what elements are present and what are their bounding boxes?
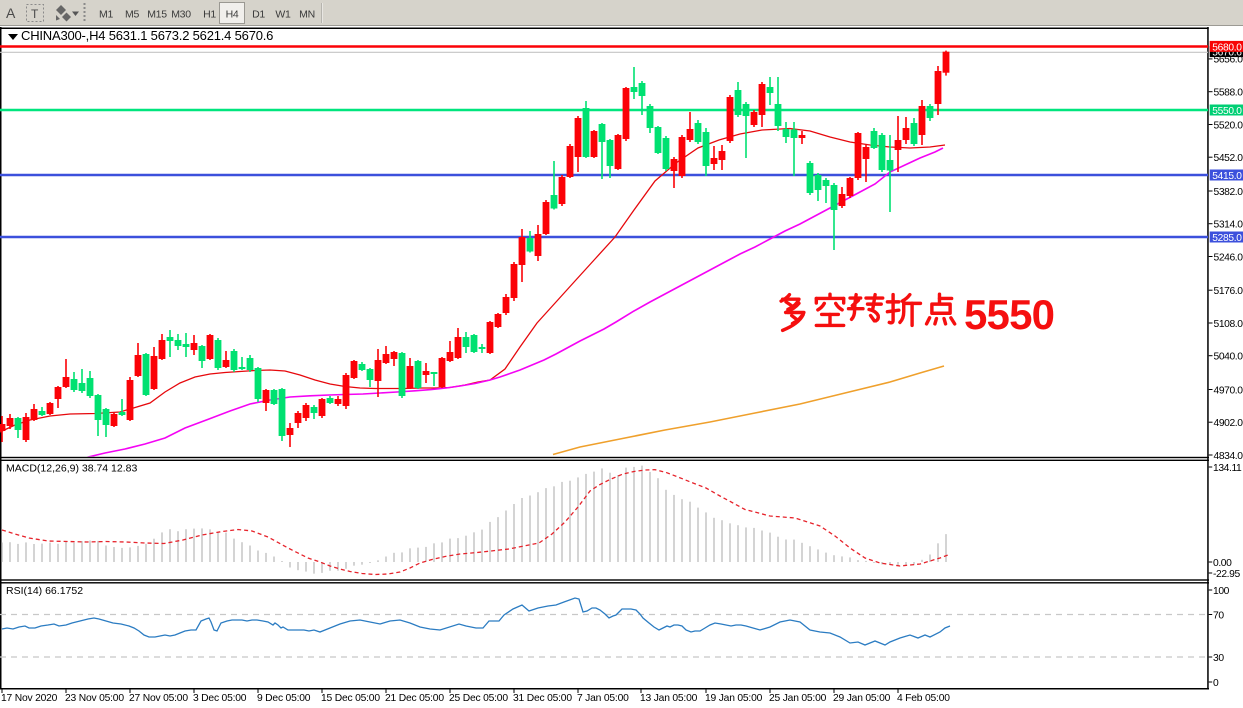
svg-text:19 Jan 05:00: 19 Jan 05:00: [705, 693, 763, 704]
svg-text:3 Dec 05:00: 3 Dec 05:00: [193, 693, 247, 704]
svg-text:31 Dec 05:00: 31 Dec 05:00: [513, 693, 572, 704]
svg-text:23 Nov 05:00: 23 Nov 05:00: [65, 693, 124, 704]
svg-text:5680.0: 5680.0: [1212, 42, 1242, 53]
svg-text:5246.0: 5246.0: [1214, 252, 1243, 263]
svg-text:5550: 5550: [964, 291, 1054, 338]
svg-text:9 Dec 05:00: 9 Dec 05:00: [257, 693, 311, 704]
svg-text:D1: D1: [252, 9, 265, 21]
svg-text:15 Dec 05:00: 15 Dec 05:00: [321, 693, 380, 704]
svg-text:H4: H4: [226, 9, 239, 21]
svg-text:5382.0: 5382.0: [1214, 187, 1243, 198]
svg-text:RSI(14) 66.1752: RSI(14) 66.1752: [6, 585, 83, 597]
svg-text:4834.0: 4834.0: [1214, 451, 1243, 462]
svg-text:A: A: [6, 5, 16, 21]
svg-text:5452.0: 5452.0: [1214, 153, 1243, 164]
svg-text:29 Jan 05:00: 29 Jan 05:00: [833, 693, 891, 704]
svg-text:5520.0: 5520.0: [1214, 120, 1243, 131]
svg-text:27 Nov 05:00: 27 Nov 05:00: [129, 693, 188, 704]
svg-text:M15: M15: [147, 9, 167, 21]
svg-text:70: 70: [1213, 610, 1224, 621]
svg-text:W1: W1: [275, 9, 291, 21]
svg-text:134.11: 134.11: [1213, 463, 1242, 474]
svg-text:CHINA300-,H4 5631.1 5673.2 56: CHINA300-,H4 5631.1 5673.2 5621.4 5670.6: [21, 28, 273, 43]
svg-text:5108.0: 5108.0: [1214, 319, 1243, 330]
svg-text:5656.0: 5656.0: [1214, 55, 1243, 66]
svg-text:25 Jan 05:00: 25 Jan 05:00: [769, 693, 827, 704]
svg-text:17 Nov 2020: 17 Nov 2020: [1, 693, 58, 704]
svg-text:M30: M30: [171, 9, 191, 21]
svg-text:MN: MN: [299, 9, 315, 21]
svg-text:5314.0: 5314.0: [1214, 220, 1243, 231]
svg-text:25 Dec 05:00: 25 Dec 05:00: [449, 693, 508, 704]
svg-text:T: T: [31, 7, 39, 21]
svg-text:7 Jan 05:00: 7 Jan 05:00: [577, 693, 629, 704]
svg-text:4 Feb 05:00: 4 Feb 05:00: [897, 693, 950, 704]
svg-text:MACD(12,26,9) 38.74 12.83: MACD(12,26,9) 38.74 12.83: [6, 463, 137, 475]
svg-text:0.00: 0.00: [1213, 558, 1232, 569]
svg-text:5670.6: 5670.6: [1212, 48, 1242, 59]
svg-text:4902.0: 4902.0: [1214, 418, 1243, 429]
svg-text:21 Dec 05:00: 21 Dec 05:00: [385, 693, 444, 704]
svg-text:5588.0: 5588.0: [1214, 88, 1243, 99]
svg-text:-22.95: -22.95: [1213, 569, 1240, 580]
svg-text:0: 0: [1213, 678, 1219, 689]
svg-text:100: 100: [1213, 586, 1230, 597]
svg-text:M1: M1: [99, 9, 113, 21]
svg-text:H1: H1: [203, 9, 216, 21]
svg-text:5176.0: 5176.0: [1214, 286, 1243, 297]
svg-text:5285.0: 5285.0: [1212, 233, 1242, 244]
svg-text:13 Jan 05:00: 13 Jan 05:00: [640, 693, 698, 704]
svg-text:30: 30: [1213, 653, 1224, 664]
svg-text:4970.0: 4970.0: [1214, 385, 1243, 396]
svg-text:5550.0: 5550.0: [1212, 106, 1242, 117]
svg-text:5415.0: 5415.0: [1212, 171, 1242, 182]
svg-text:5040.0: 5040.0: [1214, 352, 1243, 363]
svg-text:M5: M5: [125, 9, 139, 21]
